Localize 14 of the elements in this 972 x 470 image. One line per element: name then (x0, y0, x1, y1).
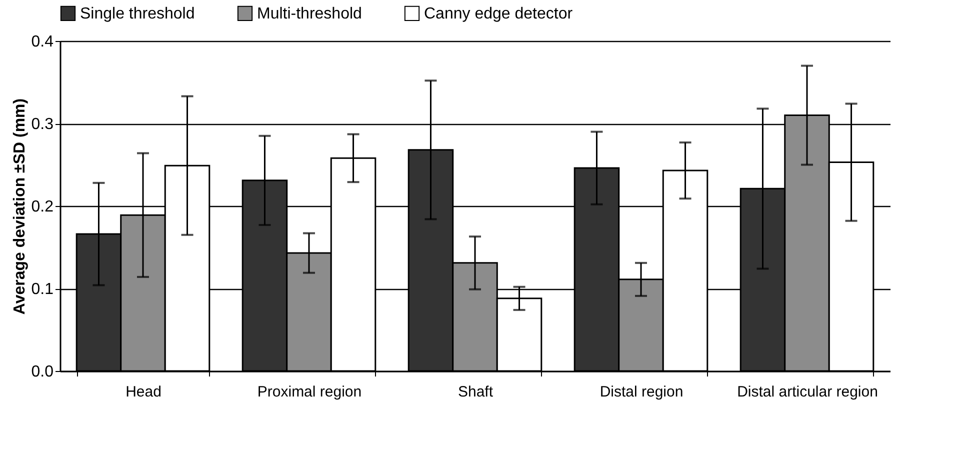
x-tick-label: Shaft (458, 384, 494, 400)
legend-label: Single threshold (80, 5, 195, 22)
x-tick-label: Proximal region (257, 384, 362, 400)
legend-label: Multi-threshold (257, 5, 362, 22)
y-tick-label: 0.0 (31, 364, 54, 380)
y-tick-label: 0.3 (31, 116, 54, 133)
y-tick-label: 0.1 (31, 281, 54, 298)
y-tick-label: 0.4 (31, 34, 54, 50)
x-tick-label: Distal region (600, 384, 684, 400)
y-tick-label: 0.2 (31, 198, 54, 216)
legend-label: Canny edge detector (424, 5, 574, 22)
x-tick-label: Head (126, 384, 162, 400)
x-tick-label: Distal articular region (737, 384, 878, 400)
y-axis-title: Average deviation ±SD (mm) (11, 98, 28, 315)
